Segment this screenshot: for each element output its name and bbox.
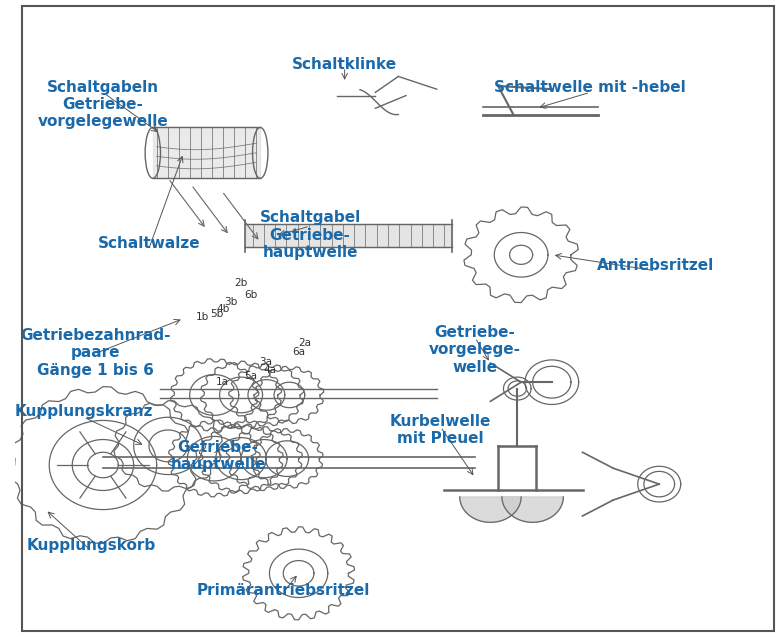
Text: Kurbelwelle
mit Pleuel: Kurbelwelle mit Pleuel [390,414,491,447]
Text: 5a: 5a [244,371,256,382]
Text: 3a: 3a [259,357,272,367]
Text: Primärantriebsritzel: Primärantriebsritzel [196,583,370,598]
Text: 5b: 5b [210,309,223,319]
Text: Kupplungskorb: Kupplungskorb [27,538,156,554]
Text: Schaltwalze: Schaltwalze [98,236,200,251]
Text: Schaltgabel
Getriebe-
hauptwelle: Schaltgabel Getriebe- hauptwelle [260,210,361,260]
Text: Getriebe-
hauptwelle: Getriebe- hauptwelle [170,440,266,472]
Text: 4b: 4b [216,304,229,314]
Text: Schaltwelle mit -hebel: Schaltwelle mit -hebel [494,80,686,95]
Text: 1b: 1b [196,311,210,322]
Text: 1a: 1a [216,377,229,387]
Text: 2b: 2b [235,278,248,289]
Polygon shape [502,497,563,522]
Text: 6a: 6a [292,347,305,357]
Text: Getriebezahnrad-
paare
Gänge 1 bis 6: Getriebezahnrad- paare Gänge 1 bis 6 [20,328,170,378]
Text: 4a: 4a [264,365,277,375]
Text: Schaltgabeln
Getriebe-
vorgelegewelle: Schaltgabeln Getriebe- vorgelegewelle [38,80,168,129]
Text: 6b: 6b [245,290,257,300]
Text: Getriebe-
vorgelege-
welle: Getriebe- vorgelege- welle [429,325,521,375]
Text: Schaltklinke: Schaltklinke [292,57,397,73]
Text: Antriebsritzel: Antriebsritzel [597,258,714,273]
Text: Kupplungskranz: Kupplungskranz [15,404,153,420]
Polygon shape [460,497,521,522]
Text: 2a: 2a [298,338,311,348]
Text: 3b: 3b [224,297,237,307]
